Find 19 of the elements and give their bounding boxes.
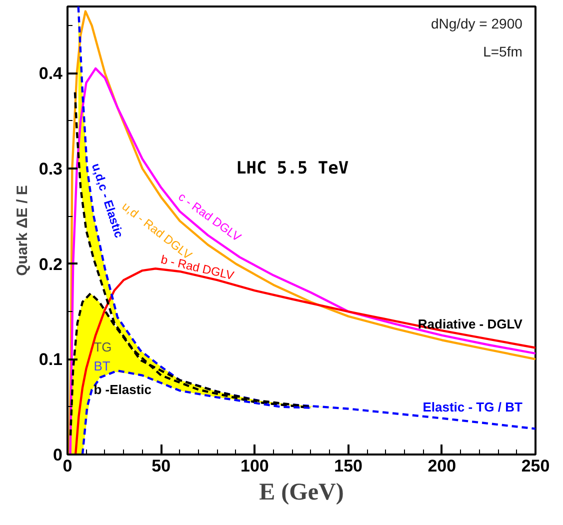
y-tick-label: 0.2 xyxy=(38,254,63,274)
y-tick-label: 0.3 xyxy=(38,160,63,179)
x-tick-label: 150 xyxy=(334,456,362,476)
annotation: TG xyxy=(94,339,112,354)
annotation: L=5fm xyxy=(483,43,522,60)
x-tick-label: 250 xyxy=(521,456,550,476)
x-tick-label: 200 xyxy=(428,456,456,476)
x-tick-label: 50 xyxy=(152,456,171,476)
y-tick-label: 0.1 xyxy=(38,350,63,370)
annotation: Radiative - DGLV xyxy=(418,316,523,332)
annotation: LHC 5.5 TeV xyxy=(236,158,349,179)
y-axis-title: Quark ΔE / E xyxy=(14,185,31,276)
x-axis-title: E (GeV) xyxy=(259,480,344,506)
annotation: dNg/dy = 2900 xyxy=(430,16,523,32)
y-tick-label: 0.4 xyxy=(38,64,64,84)
annotation: b -Elastic xyxy=(94,382,152,398)
annotation: Elastic - TG / BT xyxy=(422,399,522,414)
x-tick-label: 100 xyxy=(240,456,269,476)
annotation: BT xyxy=(94,358,110,374)
